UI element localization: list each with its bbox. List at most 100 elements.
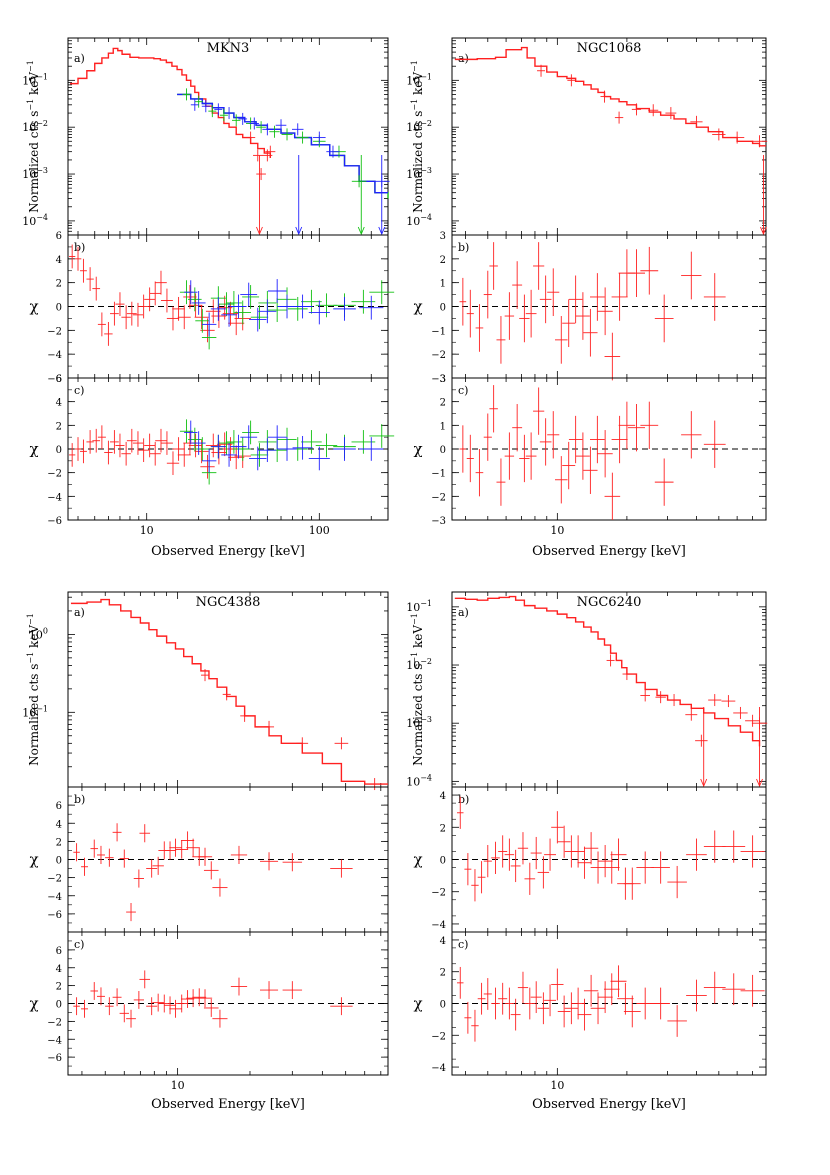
residual-point [554, 456, 568, 504]
data-point [231, 114, 241, 127]
data-point [640, 689, 651, 702]
y-tick-exponent: −4 [420, 213, 432, 222]
residual-point [197, 847, 213, 866]
residual-point [703, 273, 726, 321]
residual-point [627, 404, 645, 452]
residual-point [188, 293, 203, 318]
y-tick-label: 0 [56, 1000, 62, 1011]
data-point [351, 175, 367, 188]
residual-point [105, 997, 114, 1016]
residual-point [191, 291, 206, 315]
data-point [614, 111, 624, 124]
y-tick-exponent: −3 [36, 166, 48, 175]
y-tick-exponent: −2 [420, 657, 432, 666]
data-point [690, 115, 703, 128]
residual-point [510, 998, 521, 1031]
data-point [201, 669, 210, 682]
residual-point [308, 300, 330, 325]
data-point [222, 688, 231, 701]
residual-point [69, 443, 76, 467]
residual-point [146, 997, 158, 1016]
residual-point [195, 437, 210, 461]
residual-point [184, 280, 198, 305]
data-point [326, 145, 340, 158]
residual-point [722, 973, 746, 1006]
residual-point [533, 387, 545, 435]
residual-point [483, 978, 492, 1010]
residual-point [583, 832, 599, 865]
residual-point [603, 851, 620, 884]
residual-point [640, 401, 659, 449]
y-tick-label: 10−3 [406, 715, 432, 730]
residual-point [188, 427, 202, 452]
residual-point [201, 449, 217, 473]
residual-point [554, 316, 568, 364]
y-tick-label: 2 [440, 255, 446, 266]
residual-y-axis-label: χ [29, 440, 38, 458]
y-label-exponent: −1 [410, 613, 419, 625]
residual-point [571, 987, 585, 1020]
y-tick-label: 2 [56, 421, 62, 432]
residual-point [152, 856, 164, 875]
data-point [275, 119, 287, 132]
residual-point [611, 415, 628, 464]
residual-y-axis-label: χ [413, 995, 422, 1013]
residual-point [603, 973, 620, 1006]
residual-point [577, 998, 592, 1031]
y-label-exponent: −1 [410, 60, 419, 72]
residual-point [221, 302, 237, 327]
residual-point [115, 292, 125, 317]
residual-point [133, 869, 144, 888]
residual-point [330, 997, 353, 1016]
residual-point [533, 242, 545, 290]
residual-point [557, 825, 571, 858]
residual-point [610, 838, 627, 871]
residual-point [250, 443, 269, 467]
residual-point [583, 974, 599, 1007]
residual-point [667, 1005, 687, 1037]
y-tick-label: 0 [440, 445, 446, 456]
residual-point [618, 401, 636, 449]
y-tick-label: −6 [47, 1053, 62, 1064]
data-point [249, 117, 259, 130]
residual-point [459, 425, 467, 473]
residual-point [90, 982, 99, 1000]
residual-point [575, 292, 590, 340]
residual-point [564, 992, 578, 1025]
y-tick-label: 10−2 [22, 119, 48, 134]
model-line-fpmb [177, 93, 388, 194]
residual-point [210, 434, 226, 459]
residual-point [491, 987, 500, 1020]
data-point [600, 90, 609, 103]
residual-point [259, 981, 279, 1000]
residual-point [471, 1009, 479, 1042]
residual-point [96, 987, 105, 1006]
y-tick-label: 0 [56, 303, 62, 314]
y-tick-exponent: −4 [420, 773, 432, 782]
residual-point [203, 861, 219, 880]
residual-point [221, 443, 237, 467]
residual-point [230, 434, 247, 459]
y-label-exponent: −1 [26, 60, 35, 72]
y-tick-label: 0 [440, 303, 446, 314]
residual-point [197, 989, 213, 1008]
residual-point [177, 443, 191, 467]
chart-title: NGC6240 [577, 595, 642, 610]
y-tick-base: 10 [406, 659, 420, 672]
data-point [648, 104, 659, 117]
y-tick-label: −2 [431, 888, 446, 899]
residual-point [590, 851, 606, 884]
residual-y-axis-label: χ [413, 851, 422, 869]
residual-point [537, 856, 550, 889]
residual-point [301, 289, 322, 314]
residual-point [115, 433, 125, 458]
y-tick-label: −2 [47, 469, 62, 480]
residual-point [144, 287, 156, 312]
y-tick-label: −4 [47, 1035, 62, 1046]
y-tick-label: −3 [431, 516, 446, 527]
upper-limit-arrow [295, 155, 303, 236]
y-tick-base: 10 [406, 215, 420, 228]
data-point [208, 105, 217, 118]
